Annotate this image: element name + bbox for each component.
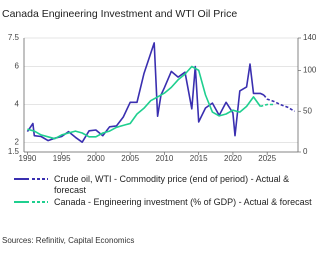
chart-title: Canada Engineering Investment and WTI Oi… bbox=[2, 8, 237, 20]
x-tick-label: 2005 bbox=[121, 154, 139, 163]
y-tick-label: 1.5 bbox=[8, 147, 20, 156]
legend-swatch bbox=[14, 201, 48, 203]
legend-label: Crude oil, WTI - Commodity price (end of… bbox=[54, 174, 290, 195]
forecast-line bbox=[263, 94, 296, 112]
y-tick-label: 2 bbox=[15, 138, 20, 147]
x-tick-label: 2020 bbox=[224, 154, 242, 163]
legend-swatch bbox=[14, 178, 48, 180]
series-line bbox=[27, 65, 261, 140]
legend: Crude oil, WTI - Commodity price (end of… bbox=[14, 174, 314, 209]
legend-item: Crude oil, WTI - Commodity price (end of… bbox=[14, 174, 314, 196]
x-tick-label: 2025 bbox=[258, 154, 276, 163]
x-tick-label: 1995 bbox=[53, 154, 71, 163]
y2-tick-label: 140 bbox=[303, 33, 317, 42]
x-tick-label: 2000 bbox=[87, 154, 105, 163]
source: Sources: Refinitiv, Capital Economics bbox=[2, 236, 135, 245]
forecast-line bbox=[260, 103, 274, 108]
x-tick-label: 2015 bbox=[190, 154, 208, 163]
y-tick-label: 6 bbox=[15, 62, 20, 71]
y2-tick-label: 50 bbox=[303, 106, 312, 115]
y-tick-label: 7.5 bbox=[8, 33, 20, 42]
y2-tick-label: 0 bbox=[303, 147, 308, 156]
x-tick-label: 2010 bbox=[156, 154, 174, 163]
series-line bbox=[26, 42, 265, 143]
x-tick-label: 1990 bbox=[19, 154, 37, 163]
y-tick-label: 4 bbox=[15, 100, 20, 109]
y2-tick-label: 100 bbox=[303, 66, 317, 75]
legend-item: Canada - Engineering investment (% of GD… bbox=[14, 197, 314, 208]
chart: Canada Engineering Investment and WTI Oi… bbox=[2, 8, 317, 163]
legend-label: Canada - Engineering investment (% of GD… bbox=[54, 197, 312, 207]
